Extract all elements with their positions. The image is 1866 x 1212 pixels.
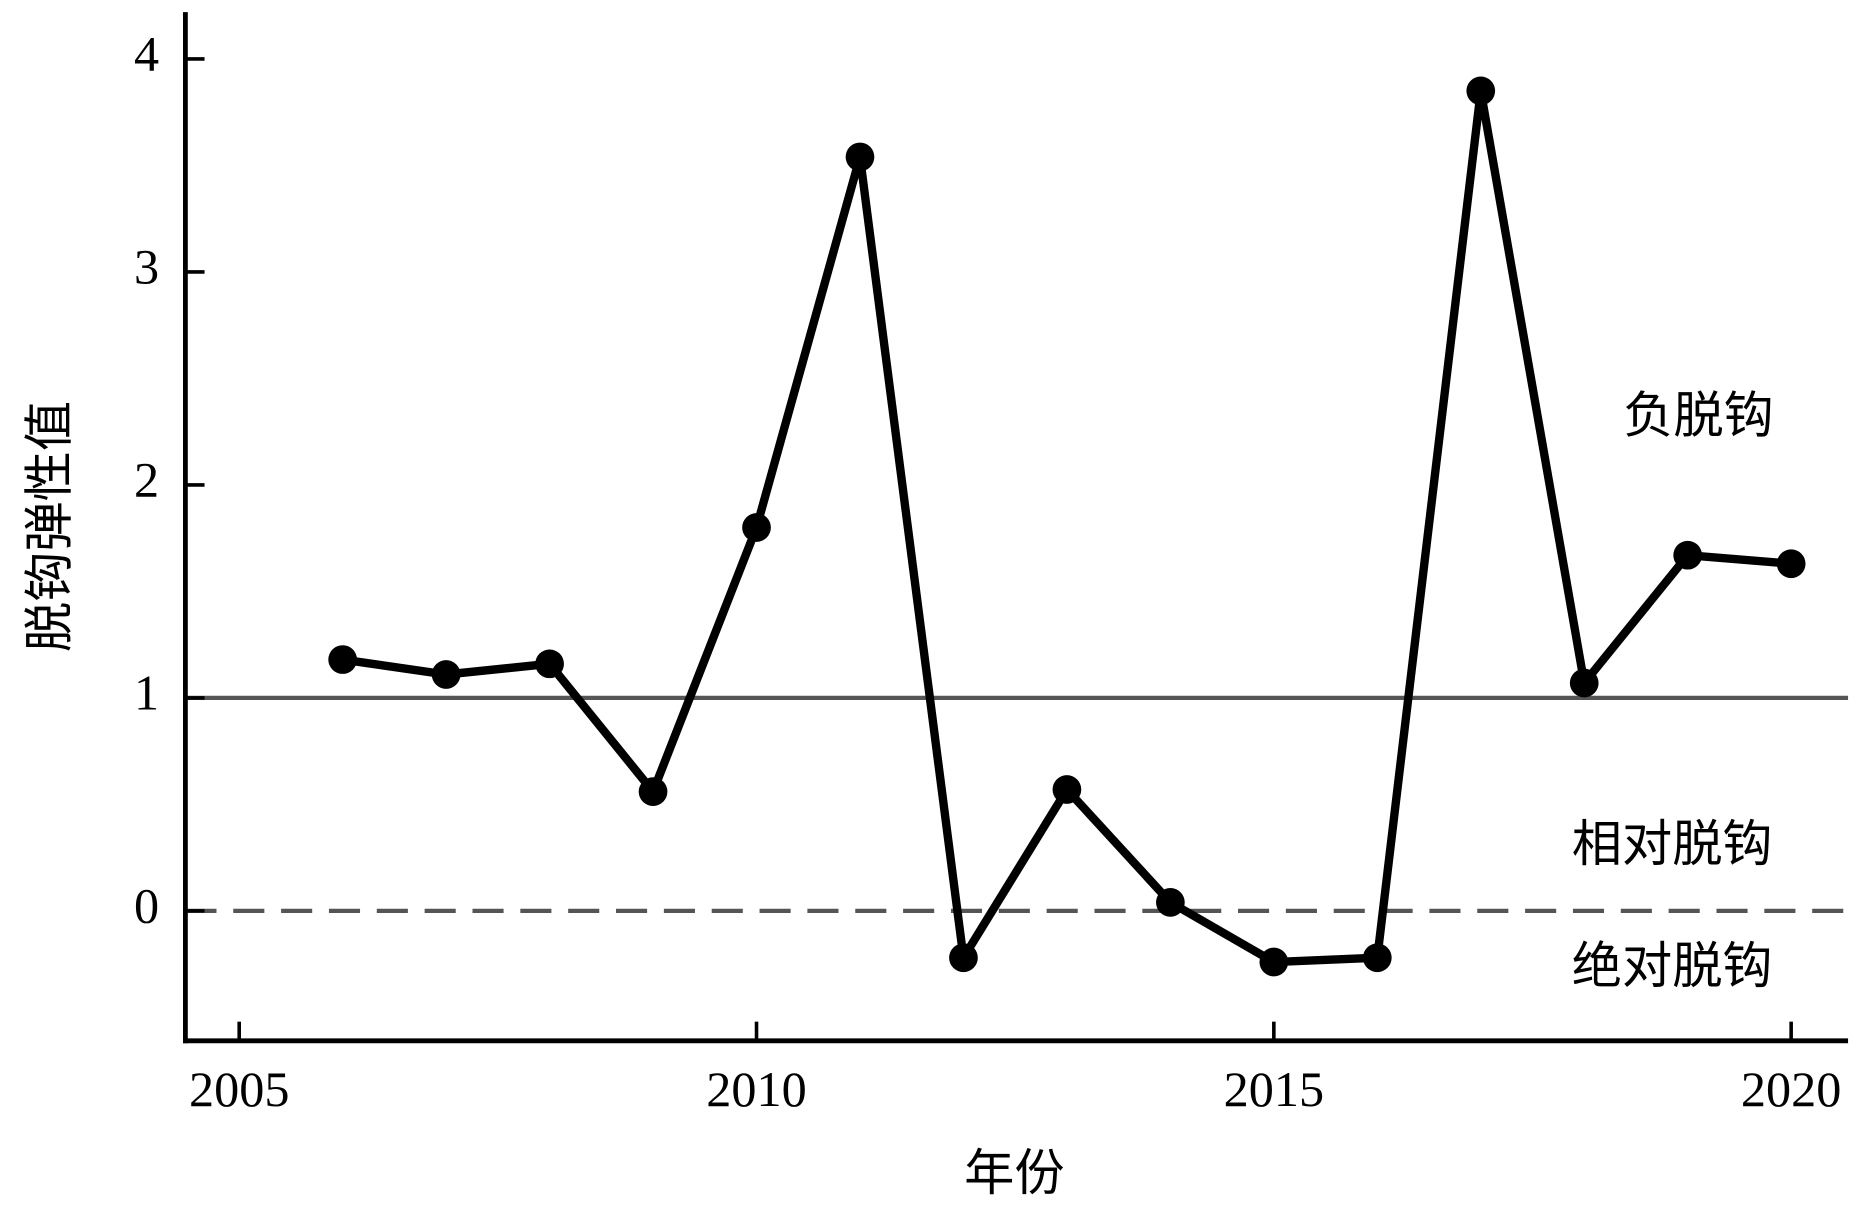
y-tick-label: 1 [134, 664, 159, 720]
y-tick-label: 3 [134, 238, 159, 294]
y-tick-label: 2 [134, 451, 159, 507]
data-point [1776, 549, 1806, 579]
data-point [949, 943, 978, 973]
data-point [535, 649, 564, 679]
data-point [1156, 888, 1185, 917]
data-point [1259, 947, 1289, 977]
data-point [638, 777, 668, 806]
data-point [431, 660, 461, 689]
data-point [1466, 76, 1496, 106]
data-point [1673, 540, 1703, 570]
data-point [742, 513, 771, 542]
y-tick-label: 4 [134, 25, 159, 81]
region-annotation: 相对脱钩 [1572, 816, 1773, 872]
data-point [1362, 943, 1392, 973]
region-annotation: 绝对脱钩 [1572, 938, 1773, 994]
x-tick-label: 2005 [189, 1061, 289, 1117]
x-axis-label: 年份 [964, 1145, 1064, 1201]
data-point [1569, 668, 1599, 698]
region-annotation: 负脱钩 [1623, 388, 1774, 444]
data-point [328, 645, 358, 674]
data-point [845, 142, 875, 172]
x-tick-label: 2020 [1741, 1061, 1841, 1117]
data-point [1052, 775, 1082, 804]
x-tick-label: 2010 [706, 1061, 806, 1117]
x-tick-label: 2015 [1224, 1061, 1324, 1117]
y-axis-label: 脱钩弹性值 [22, 401, 78, 652]
y-tick-label: 0 [134, 877, 159, 933]
